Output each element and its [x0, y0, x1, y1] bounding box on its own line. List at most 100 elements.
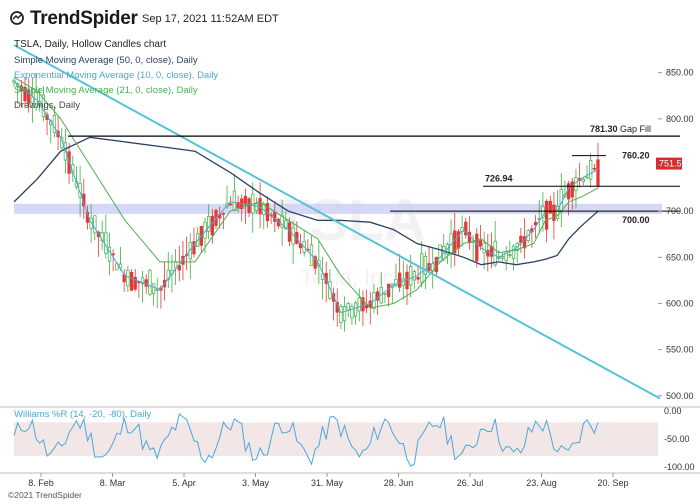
- candle-body: [401, 278, 405, 286]
- legend-item-sma50[interactable]: Simple Moving Average (50, 0, close), Da…: [14, 55, 198, 66]
- sma21-line: [13, 76, 599, 309]
- candle-body: [342, 306, 347, 322]
- candle-body: [486, 249, 490, 257]
- sma50-line: [13, 136, 599, 266]
- candle-body: [236, 202, 240, 208]
- candle-body: [544, 200, 549, 230]
- brand-name: TrendSpider: [30, 8, 138, 29]
- candle-body: [592, 167, 596, 170]
- y-tick-label: 700.00: [666, 206, 694, 216]
- wr-tick-label: -100.00: [664, 462, 695, 472]
- candle-body: [464, 221, 468, 236]
- candle-body: [522, 236, 527, 249]
- gap-fill-label: 781.30: [590, 124, 618, 134]
- candle-body: [23, 87, 27, 102]
- candle-body: [192, 241, 196, 255]
- x-tick-label: 31. May: [311, 478, 344, 488]
- gap-fill-text: Gap Fill: [620, 124, 651, 134]
- legend-item-drawings[interactable]: Drawings, Daily: [14, 100, 80, 111]
- candle-body: [357, 297, 361, 312]
- candle-body: [500, 256, 505, 259]
- candle-body: [155, 288, 159, 291]
- candle-body: [27, 89, 31, 104]
- candle-body: [581, 178, 585, 183]
- candle-body: [129, 271, 134, 291]
- candle-body: [467, 231, 472, 244]
- legend-item-sma21[interactable]: Simple Moving Average (21, 0, close), Da…: [14, 85, 198, 96]
- wr-band: [14, 422, 658, 456]
- candle-body: [284, 220, 288, 229]
- candle-body: [353, 302, 358, 317]
- wr-line: [13, 412, 599, 467]
- x-tick-label: 26. Jul: [457, 478, 484, 488]
- drawings: 781.30 Gap Fill 760.20 726.94 700.00 751.5: [13, 44, 682, 400]
- candle-body: [394, 278, 398, 286]
- level-700-label: 700.00: [622, 215, 650, 225]
- last-price-tag: [656, 157, 682, 170]
- chart-title: TSLA, Daily, Hollow Candles chart: [14, 39, 167, 50]
- downtrend-line: [13, 44, 661, 400]
- candle-body: [541, 206, 545, 218]
- ema10-line: [13, 81, 599, 314]
- x-tick-label: 23. Aug: [526, 478, 557, 488]
- trendspider-logo-icon: [10, 11, 24, 25]
- candle-body: [126, 269, 130, 287]
- x-tick-label: 3. May: [242, 478, 270, 488]
- candle-body: [508, 254, 512, 257]
- candle-body: [398, 272, 402, 288]
- candle-body: [298, 243, 303, 249]
- y-axis: 500.00 550.00 600.00 650.00 700.00 800.00 850.…: [658, 68, 694, 401]
- candle-body: [511, 245, 516, 259]
- wr-tick-label: 0.00: [664, 406, 682, 416]
- candle-body: [596, 159, 600, 187]
- candle-body: [133, 276, 137, 290]
- y-tick-label: 600.00: [666, 298, 694, 308]
- candle-body: [482, 242, 486, 254]
- candle-body: [221, 213, 226, 215]
- x-tick-label: 20. Sep: [597, 478, 628, 488]
- candle-body: [416, 277, 420, 280]
- candle-body: [438, 244, 442, 263]
- x-tick-label: 8. Mar: [100, 478, 126, 488]
- level-760-label: 760.20: [622, 151, 650, 161]
- candle-body: [350, 306, 354, 319]
- support-zone: [14, 203, 662, 214]
- y-tick-label: 800.00: [666, 114, 694, 124]
- candle-body: [364, 304, 369, 309]
- candle-body: [148, 270, 152, 295]
- y-tick-label: 500.00: [666, 391, 694, 401]
- candle-body: [320, 273, 325, 280]
- x-tick-label: 8. Feb: [28, 478, 54, 488]
- candle-body: [254, 203, 259, 212]
- candle-body: [166, 269, 170, 280]
- candle-body: [104, 232, 108, 254]
- candle-body: [423, 255, 428, 275]
- y-tick-label: 650.00: [666, 252, 694, 262]
- y-tick-label: 850.00: [666, 68, 694, 78]
- support-zone-band: [14, 203, 662, 214]
- candle-body: [339, 306, 343, 323]
- grid: [0, 406, 700, 474]
- x-tick-label: 5. Apr: [172, 478, 196, 488]
- level-726-label: 726.94: [485, 173, 513, 183]
- candle-body: [383, 292, 387, 295]
- candle-body: [232, 190, 237, 211]
- legend-item-ema10[interactable]: Exponential Moving Average (10, 0, close…: [14, 70, 219, 81]
- williams-r-label: Williams %R (14, -20, -80), Daily: [14, 409, 152, 420]
- candle-body: [475, 233, 479, 262]
- candle-body: [313, 256, 317, 269]
- candle-body: [361, 297, 365, 312]
- candle-body: [548, 200, 552, 214]
- candle-body: [280, 214, 284, 228]
- candle-body: [328, 281, 332, 299]
- candle-body: [177, 265, 181, 271]
- copyright: ©2021 TrendSpider: [8, 490, 82, 500]
- williams-r-panel: 0.00 -50.00 -100.00: [13, 406, 695, 472]
- candle-body: [317, 259, 321, 267]
- candle-body: [574, 177, 578, 191]
- candle-body: [409, 266, 413, 286]
- moving-averages: [13, 76, 599, 314]
- candle-body: [346, 303, 350, 311]
- candle-body: [589, 160, 593, 180]
